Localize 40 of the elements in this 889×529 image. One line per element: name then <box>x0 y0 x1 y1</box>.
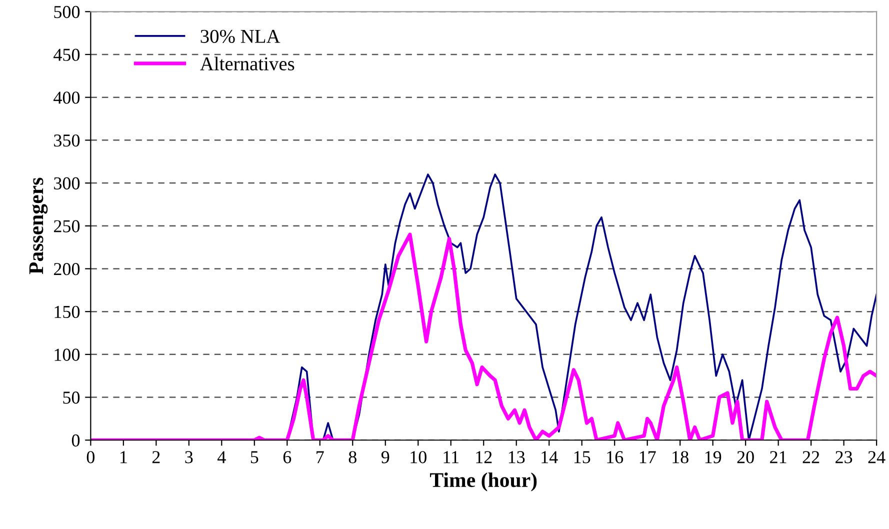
y-tick-label: 350 <box>54 134 80 147</box>
x-tick-label: 15 <box>574 451 590 464</box>
y-tick-label: 200 <box>54 262 80 276</box>
x-tick-label: 13 <box>508 451 525 464</box>
x-tick-label: 1 <box>120 451 127 464</box>
y-tick-label: 300 <box>54 177 80 190</box>
y-tick-label: 0 <box>72 434 80 447</box>
y-tick-label: 250 <box>54 220 80 232</box>
x-tick-label: 3 <box>185 451 193 464</box>
y-tick-label: 100 <box>54 348 80 361</box>
x-tick-label: 6 <box>283 451 292 464</box>
x-tick-label: 22 <box>802 451 820 464</box>
legend-label: 30% NLA <box>200 30 280 44</box>
x-tick-label: 8 <box>348 451 356 464</box>
y-tick-label: 150 <box>54 306 80 318</box>
x-tick-label: 18 <box>672 451 688 464</box>
y-tick-label: 50 <box>63 392 80 404</box>
x-tick-label: 4 <box>217 451 226 464</box>
x-tick-label: 5 <box>250 451 258 464</box>
x-tick-label: 0 <box>86 451 95 464</box>
y-tick-label: 400 <box>54 92 80 104</box>
y-tick-label: 500 <box>54 6 80 18</box>
x-tick-label: 24 <box>868 451 886 464</box>
x-tick-label: 10 <box>410 451 426 464</box>
x-tick-label: 2 <box>152 451 160 464</box>
x-tick-label: 17 <box>640 451 656 464</box>
x-tick-label: 16 <box>607 451 624 464</box>
x-tick-label: 19 <box>705 451 722 464</box>
x-tick-label: 9 <box>381 451 390 464</box>
legend-label: Alternatives <box>200 56 294 70</box>
x-tick-label: 7 <box>316 451 324 464</box>
y-tick-label: 450 <box>54 48 80 61</box>
x-tick-label: 11 <box>444 451 458 464</box>
x-tick-label: 12 <box>476 451 492 464</box>
x-tick-label: 20 <box>737 451 754 464</box>
y-axis-title: Passengers <box>29 178 48 274</box>
x-tick-label: 23 <box>836 451 852 464</box>
x-axis-title: Time (hour) <box>430 472 537 492</box>
x-tick-label: 21 <box>770 451 786 464</box>
x-tick-label: 14 <box>542 451 558 464</box>
